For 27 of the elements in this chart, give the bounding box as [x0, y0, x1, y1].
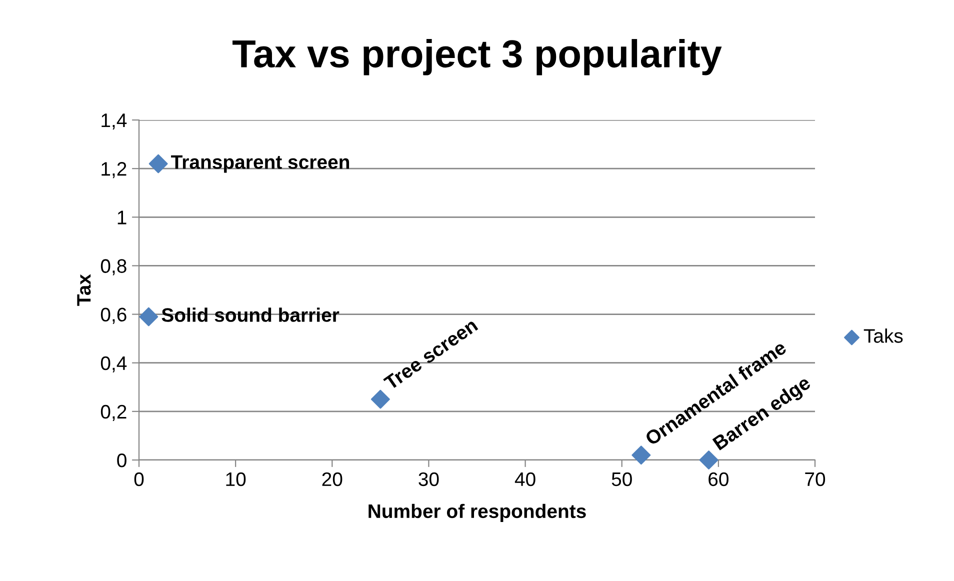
- y-tick-label: 1,2: [102, 162, 126, 178]
- y-tick-label: 0,8: [100, 259, 126, 276]
- x-tick-label: 0: [134, 472, 144, 486]
- x-axis-title: Number of respondents: [368, 504, 586, 522]
- x-tick-label: 50: [612, 472, 632, 486]
- y-tick-label: 0,4: [100, 356, 127, 372]
- point: [370, 390, 390, 409]
- x-tick-label: 60: [708, 472, 728, 486]
- x-tick-label: 20: [322, 472, 342, 486]
- y-tick-label: 1,4: [102, 114, 127, 130]
- point: [148, 154, 168, 174]
- legend-label: Taks: [864, 328, 903, 343]
- y-tick-label: 0,6: [100, 308, 126, 324]
- point: [699, 450, 718, 470]
- y-tick-label: 0: [117, 453, 126, 468]
- y-tick-label: 0,2: [100, 404, 126, 421]
- x-tick-label: 40: [514, 472, 536, 486]
- point: [139, 307, 158, 326]
- chart-title: Tax vs project 3 popularity: [232, 39, 722, 76]
- y-tick-label: 1: [118, 210, 126, 224]
- x-tick-label: 70: [805, 472, 826, 486]
- x-tick-label: 30: [418, 472, 439, 486]
- x-tick-label: 10: [226, 472, 246, 486]
- annotation: Solid sound barrier: [162, 308, 340, 322]
- point: [632, 446, 651, 465]
- y-axis-title: Tax: [77, 274, 91, 306]
- annotation: Transparent screen: [171, 155, 350, 173]
